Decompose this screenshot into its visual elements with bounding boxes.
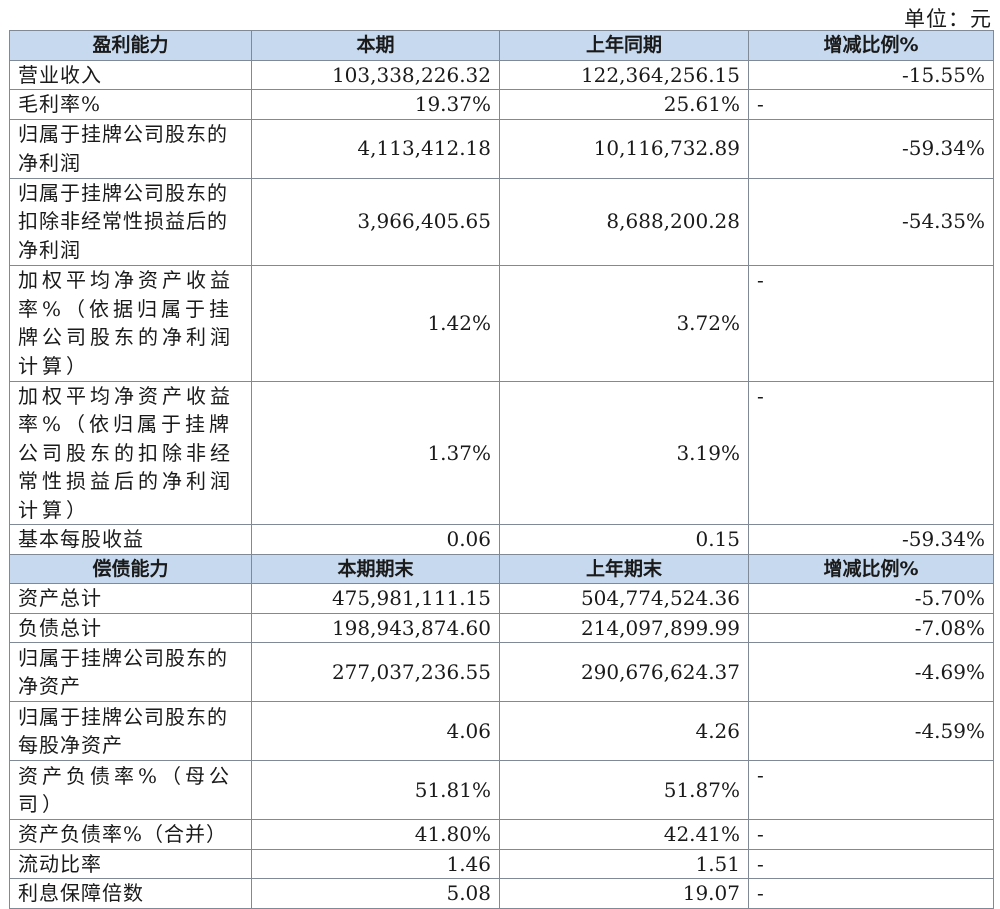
change-value: -7.08% bbox=[748, 612, 994, 643]
header-solvency: 偿债能力 bbox=[9, 553, 252, 584]
prior-value: 3.19% bbox=[499, 380, 749, 525]
row-label: 资产总计 bbox=[9, 583, 252, 614]
profitability-header-row: 盈利能力 本期 上年同期 增减比例% bbox=[9, 30, 994, 61]
current-value: 1.37% bbox=[251, 380, 500, 525]
current-value: 277,037,236.55 bbox=[251, 642, 500, 702]
change-value: -4.59% bbox=[748, 701, 994, 761]
table-row: 毛利率% 19.37% 25.61% - bbox=[9, 89, 994, 120]
table-row: 加权平均净资产收益率%（依据归属于挂牌公司股东的净利润计算） 1.42% 3.7… bbox=[9, 264, 994, 382]
prior-value: 25.61% bbox=[499, 89, 749, 120]
current-value: 103,338,226.32 bbox=[251, 59, 500, 90]
row-label: 资产负债率%（母公司） bbox=[9, 760, 252, 820]
current-value: 198,943,874.60 bbox=[251, 612, 500, 643]
table-row: 归属于挂牌公司股东的净利润 4,113,412.18 10,116,732.89… bbox=[9, 118, 994, 179]
header-current-period: 本期 bbox=[251, 30, 500, 61]
row-label: 流动比率 bbox=[9, 848, 252, 879]
current-value: 19.37% bbox=[251, 89, 500, 120]
prior-value: 4.26 bbox=[499, 701, 749, 761]
row-label: 基本每股收益 bbox=[9, 524, 252, 555]
row-label: 归属于挂牌公司股东的扣除非经常性损益后的净利润 bbox=[9, 177, 252, 266]
change-value: -5.70% bbox=[748, 583, 994, 614]
table-row: 归属于挂牌公司股东的扣除非经常性损益后的净利润 3,966,405.65 8,6… bbox=[9, 177, 994, 266]
row-label: 营业收入 bbox=[9, 59, 252, 90]
prior-value: 214,097,899.99 bbox=[499, 612, 749, 643]
prior-value: 3.72% bbox=[499, 264, 749, 382]
current-value: 51.81% bbox=[251, 760, 500, 820]
prior-value: 8,688,200.28 bbox=[499, 177, 749, 266]
prior-value: 10,116,732.89 bbox=[499, 118, 749, 179]
table-row: 资产负债率%（合并） 41.80% 42.41% - bbox=[9, 819, 994, 850]
unit-label: 单位：元 bbox=[904, 7, 992, 31]
table-row: 加权平均净资产收益率%（依归属于挂牌公司股东的扣除非经常性损益后的净利润计算） … bbox=[9, 380, 994, 525]
change-value: -59.34% bbox=[748, 118, 994, 179]
row-label: 负债总计 bbox=[9, 612, 252, 643]
header-prior-period: 上年同期 bbox=[499, 30, 749, 61]
change-value: - bbox=[748, 264, 994, 382]
current-value: 4,113,412.18 bbox=[251, 118, 500, 179]
table-row: 营业收入 103,338,226.32 122,364,256.15 -15.5… bbox=[9, 59, 994, 90]
prior-value: 1.51 bbox=[499, 848, 749, 879]
prior-value: 42.41% bbox=[499, 819, 749, 850]
current-value: 475,981,111.15 bbox=[251, 583, 500, 614]
change-value: -59.34% bbox=[748, 524, 994, 555]
current-value: 4.06 bbox=[251, 701, 500, 761]
table-row: 归属于挂牌公司股东的净资产 277,037,236.55 290,676,624… bbox=[9, 642, 994, 702]
header-change-ratio: 增减比例% bbox=[748, 30, 994, 61]
change-value: - bbox=[748, 848, 994, 879]
change-value: - bbox=[748, 760, 994, 820]
row-label: 资产负债率%（合并） bbox=[9, 819, 252, 850]
table-row: 负债总计 198,943,874.60 214,097,899.99 -7.08… bbox=[9, 612, 994, 643]
header-period-end: 本期期末 bbox=[251, 553, 500, 584]
row-label: 毛利率% bbox=[9, 89, 252, 120]
change-value: - bbox=[748, 380, 994, 525]
prior-value: 504,774,524.36 bbox=[499, 583, 749, 614]
current-value: 0.06 bbox=[251, 524, 500, 555]
row-label: 归属于挂牌公司股东的净利润 bbox=[9, 118, 252, 179]
table-row: 资产负债率%（母公司） 51.81% 51.87% - bbox=[9, 760, 994, 820]
header-change-ratio: 增减比例% bbox=[748, 553, 994, 584]
table-row: 流动比率 1.46 1.51 - bbox=[9, 848, 994, 879]
header-profitability: 盈利能力 bbox=[9, 30, 252, 61]
row-label: 归属于挂牌公司股东的每股净资产 bbox=[9, 701, 252, 761]
current-value: 1.46 bbox=[251, 848, 500, 879]
table-row: 资产总计 475,981,111.15 504,774,524.36 -5.70… bbox=[9, 583, 994, 614]
table-row: 归属于挂牌公司股东的每股净资产 4.06 4.26 -4.59% bbox=[9, 701, 994, 761]
change-value: -4.69% bbox=[748, 642, 994, 702]
change-value: - bbox=[748, 819, 994, 850]
prior-value: 290,676,624.37 bbox=[499, 642, 749, 702]
change-value: -15.55% bbox=[748, 59, 994, 90]
current-value: 1.42% bbox=[251, 264, 500, 382]
solvency-header-row: 偿债能力 本期期末 上年期末 增减比例% bbox=[9, 553, 994, 584]
row-label: 加权平均净资产收益率%（依据归属于挂牌公司股东的净利润计算） bbox=[9, 264, 252, 382]
financial-indicators-table: 盈利能力 本期 上年同期 增减比例% 营业收入 103,338,226.32 1… bbox=[9, 30, 994, 909]
row-label: 归属于挂牌公司股东的净资产 bbox=[9, 642, 252, 702]
change-value: -54.35% bbox=[748, 177, 994, 266]
row-label: 加权平均净资产收益率%（依归属于挂牌公司股东的扣除非经常性损益后的净利润计算） bbox=[9, 380, 252, 525]
change-value: - bbox=[748, 89, 994, 120]
prior-value: 51.87% bbox=[499, 760, 749, 820]
header-prior-year-end: 上年期末 bbox=[499, 553, 749, 584]
prior-value: 122,364,256.15 bbox=[499, 59, 749, 90]
table-row: 基本每股收益 0.06 0.15 -59.34% bbox=[9, 524, 994, 555]
current-value: 41.80% bbox=[251, 819, 500, 850]
current-value: 3,966,405.65 bbox=[251, 177, 500, 266]
prior-value: 0.15 bbox=[499, 524, 749, 555]
